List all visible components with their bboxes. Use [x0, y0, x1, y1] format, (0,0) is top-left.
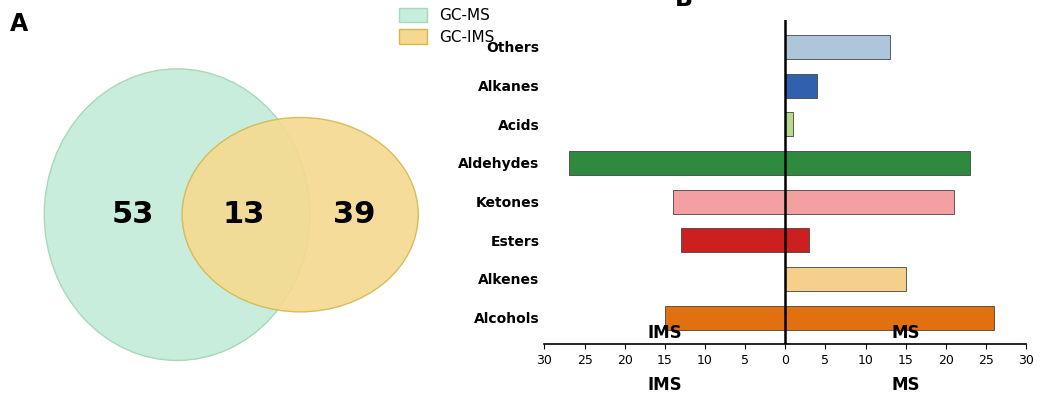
Ellipse shape: [182, 117, 418, 312]
Bar: [785, 190, 954, 213]
Legend: GC-MS, GC-IMS: GC-MS, GC-IMS: [399, 8, 494, 45]
Text: 39: 39: [333, 200, 376, 229]
Text: MS: MS: [891, 375, 920, 394]
Bar: [785, 267, 906, 291]
Bar: [665, 305, 785, 330]
Text: MS: MS: [891, 324, 920, 343]
Text: IMS: IMS: [647, 324, 683, 343]
Text: A: A: [9, 12, 28, 36]
Bar: [785, 228, 809, 252]
Ellipse shape: [44, 69, 310, 360]
Bar: [785, 35, 890, 59]
Text: 13: 13: [222, 200, 265, 229]
Text: B: B: [674, 0, 692, 11]
Bar: [785, 74, 818, 98]
Bar: [785, 151, 970, 175]
Bar: [673, 190, 785, 213]
Text: 53: 53: [112, 200, 154, 229]
Bar: [785, 112, 794, 136]
Bar: [569, 151, 785, 175]
Bar: [681, 228, 785, 252]
Bar: [785, 305, 994, 330]
Text: IMS: IMS: [647, 375, 683, 394]
